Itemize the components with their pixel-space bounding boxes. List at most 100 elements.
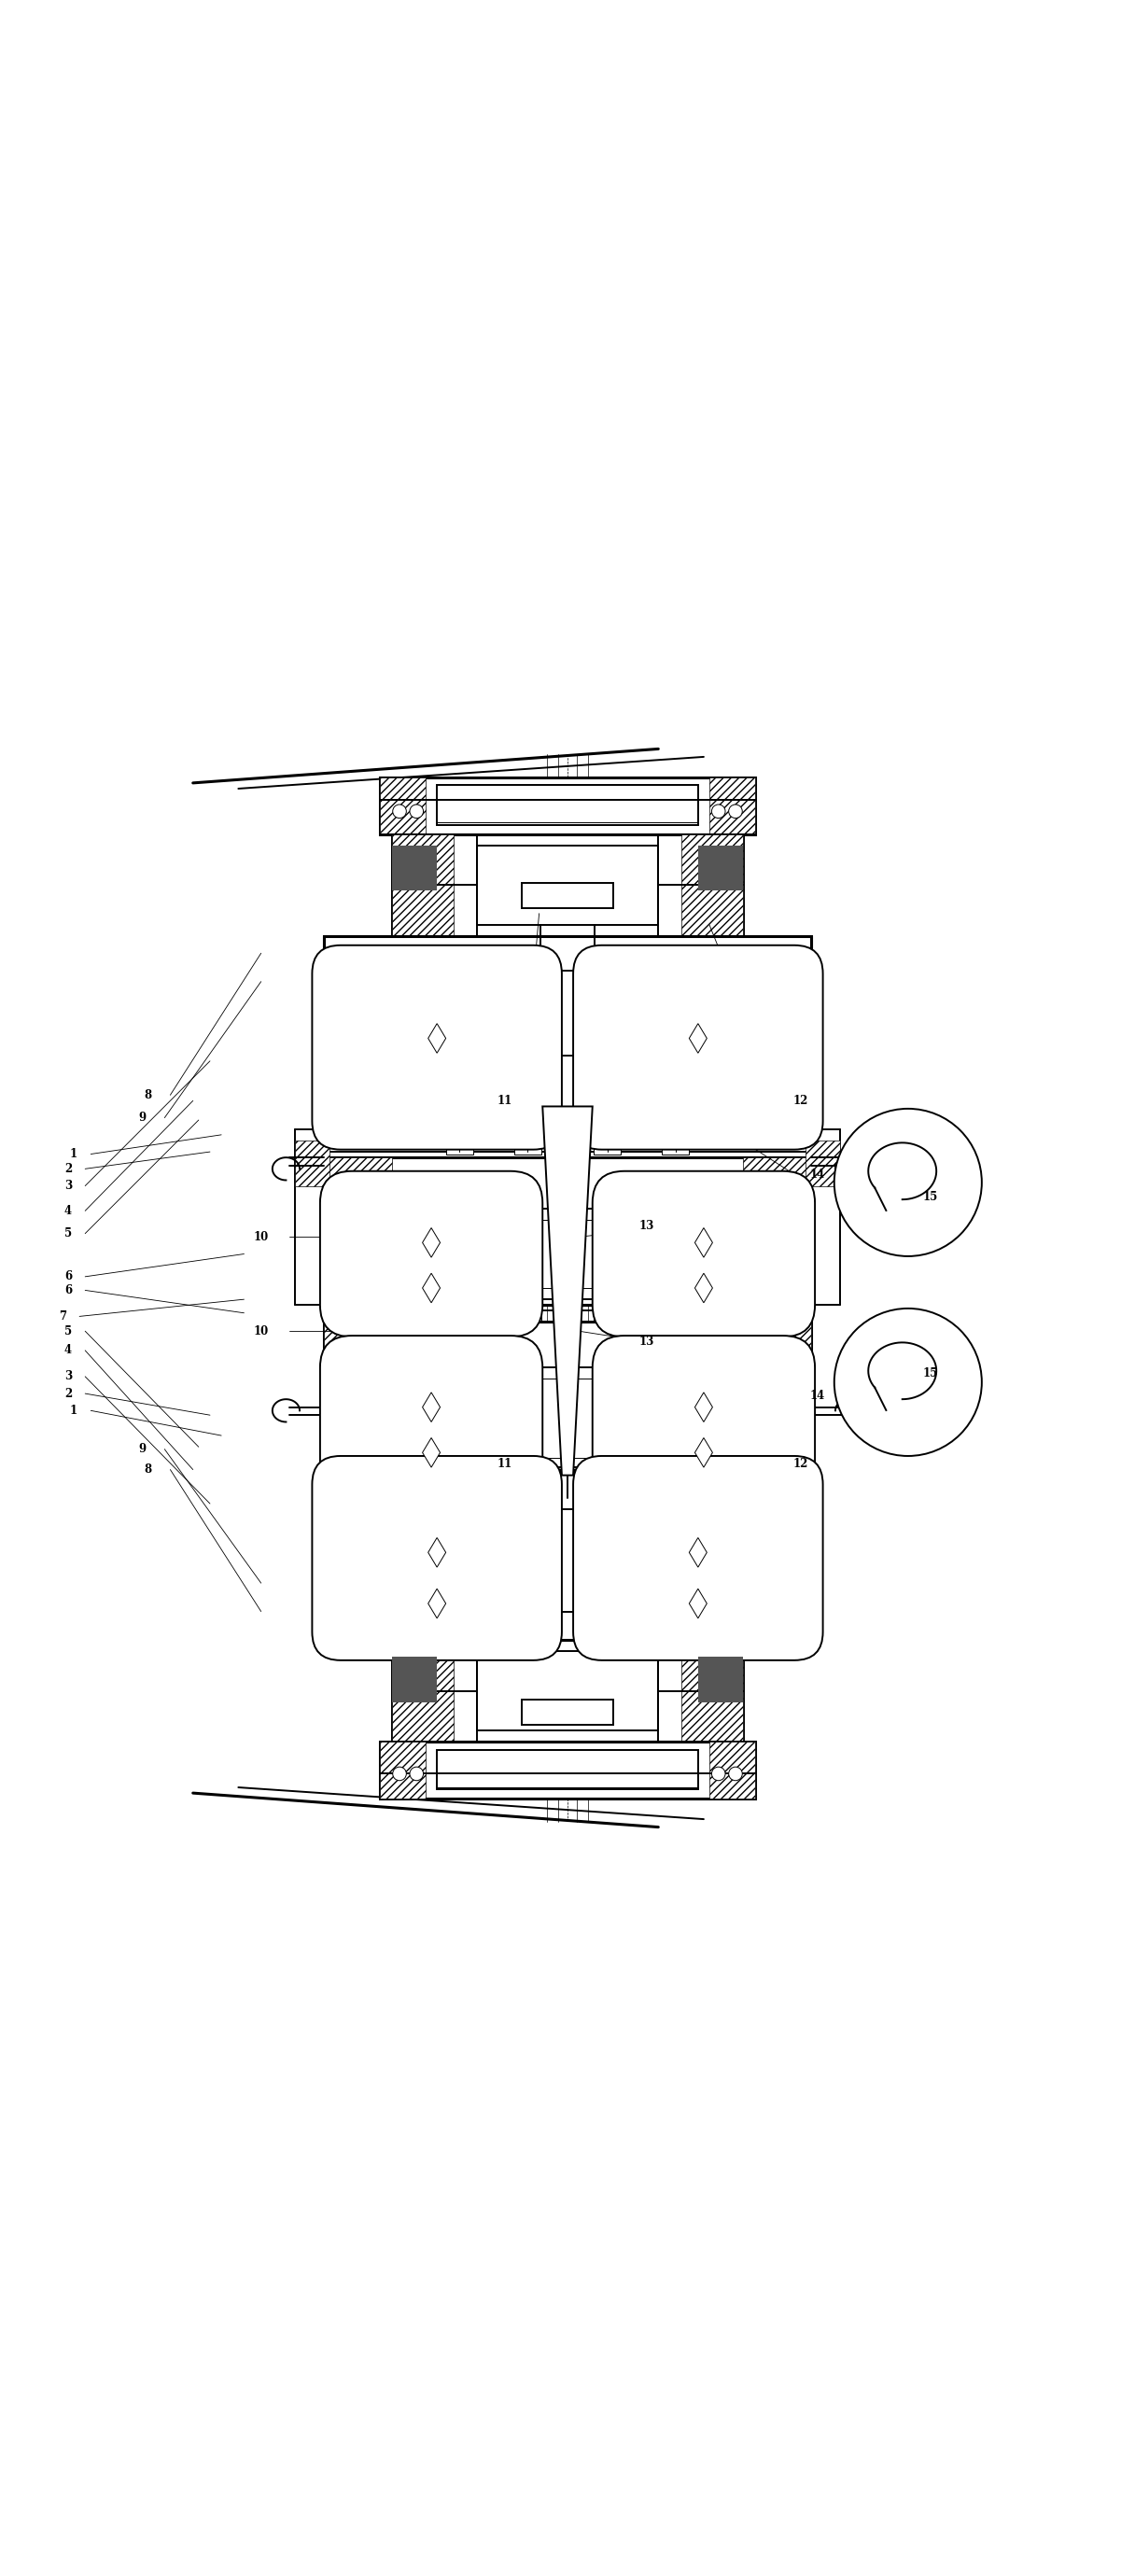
Text: 9: 9 <box>138 1443 145 1455</box>
FancyBboxPatch shape <box>592 1172 815 1337</box>
Bar <box>709 778 755 835</box>
Bar <box>380 1741 426 1798</box>
Polygon shape <box>422 1394 440 1422</box>
Bar <box>755 1566 806 1641</box>
Bar <box>403 1097 471 1121</box>
Bar <box>437 786 698 824</box>
Bar <box>715 1195 733 1206</box>
Polygon shape <box>422 1437 440 1468</box>
Text: 12: 12 <box>792 1095 808 1108</box>
Polygon shape <box>689 1538 707 1566</box>
Polygon shape <box>689 1589 707 1618</box>
Text: 10: 10 <box>253 1231 269 1244</box>
Circle shape <box>712 804 725 819</box>
Bar <box>698 1656 743 1703</box>
Bar <box>522 884 613 907</box>
Bar <box>323 1468 812 1641</box>
Polygon shape <box>543 1108 592 1476</box>
Text: 6: 6 <box>65 1285 72 1296</box>
Bar <box>443 1363 461 1373</box>
Text: 15: 15 <box>923 1368 939 1378</box>
Bar <box>323 971 386 1084</box>
Text: 2: 2 <box>65 1162 72 1175</box>
Circle shape <box>847 1154 874 1182</box>
Circle shape <box>834 1309 982 1455</box>
Text: 6: 6 <box>65 1270 72 1283</box>
Bar <box>323 1193 369 1265</box>
Text: 8: 8 <box>144 1463 151 1476</box>
Circle shape <box>410 1767 423 1780</box>
Bar <box>392 835 743 935</box>
Text: 1: 1 <box>70 1149 77 1159</box>
Bar <box>712 963 730 976</box>
Bar <box>775 1072 804 1128</box>
Bar <box>402 1363 420 1373</box>
Bar <box>698 845 743 891</box>
Bar <box>446 1133 473 1154</box>
Text: 10: 10 <box>253 1324 269 1337</box>
Bar <box>674 1195 692 1206</box>
FancyBboxPatch shape <box>592 1337 815 1502</box>
Bar <box>329 1566 380 1641</box>
Polygon shape <box>695 1229 713 1257</box>
FancyBboxPatch shape <box>320 1337 543 1502</box>
Bar <box>477 845 658 925</box>
Bar <box>715 1363 733 1373</box>
Bar <box>323 1157 392 1306</box>
Text: 4: 4 <box>65 1345 72 1358</box>
Text: 11: 11 <box>497 1095 513 1108</box>
Circle shape <box>729 1767 742 1780</box>
Polygon shape <box>695 1273 713 1303</box>
Text: 15: 15 <box>923 1190 939 1203</box>
Polygon shape <box>695 1437 713 1468</box>
Bar <box>323 935 812 1128</box>
Text: 1: 1 <box>70 1404 77 1417</box>
Bar <box>392 845 437 891</box>
Text: 4: 4 <box>65 1206 72 1216</box>
Bar <box>437 1749 698 1790</box>
Polygon shape <box>428 1589 446 1618</box>
Bar <box>666 1497 684 1510</box>
Bar <box>594 1133 621 1154</box>
Bar <box>323 1481 386 1595</box>
Circle shape <box>393 1767 406 1780</box>
Polygon shape <box>428 1538 446 1566</box>
Bar <box>522 1700 613 1726</box>
FancyBboxPatch shape <box>312 945 562 1149</box>
Bar <box>360 1072 388 1128</box>
Text: 14: 14 <box>809 1170 825 1180</box>
Text: 8: 8 <box>144 1090 151 1100</box>
Bar <box>664 1097 732 1121</box>
FancyBboxPatch shape <box>312 1455 562 1662</box>
Bar <box>806 1141 840 1185</box>
Bar <box>674 1363 692 1373</box>
Bar <box>662 1303 689 1324</box>
Text: 12: 12 <box>792 1458 808 1471</box>
Bar <box>755 1056 806 1128</box>
Polygon shape <box>695 1394 713 1422</box>
Bar <box>323 1321 392 1468</box>
Text: 7: 7 <box>59 1311 66 1321</box>
Circle shape <box>847 1399 874 1427</box>
Bar <box>477 1651 658 1731</box>
Polygon shape <box>689 1023 707 1054</box>
Text: 5: 5 <box>65 1226 72 1239</box>
Text: 2: 2 <box>65 1388 72 1399</box>
Polygon shape <box>428 1023 446 1054</box>
Bar <box>405 963 423 976</box>
FancyBboxPatch shape <box>320 1172 543 1337</box>
Bar <box>666 963 684 976</box>
Bar <box>323 1321 812 1468</box>
Bar <box>766 1355 812 1430</box>
Circle shape <box>834 1108 982 1257</box>
Bar <box>295 1141 329 1185</box>
Circle shape <box>393 804 406 819</box>
Bar <box>392 835 454 935</box>
Text: 13: 13 <box>639 1218 655 1231</box>
Text: 3: 3 <box>65 1180 72 1193</box>
Text: 14: 14 <box>809 1391 825 1401</box>
Bar <box>392 1641 743 1741</box>
Bar <box>323 1355 369 1430</box>
Text: 9: 9 <box>138 1113 145 1123</box>
Bar <box>749 1481 812 1595</box>
